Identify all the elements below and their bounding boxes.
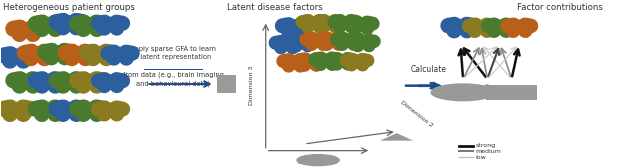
Circle shape [84,17,97,21]
Circle shape [321,54,332,57]
Text: from data (e.g., brain imaging
and behavioural data): from data (e.g., brain imaging and behav… [123,72,223,87]
Circle shape [454,20,467,23]
FancyBboxPatch shape [353,20,370,25]
Circle shape [31,47,44,50]
FancyBboxPatch shape [102,106,120,111]
FancyBboxPatch shape [337,19,354,24]
FancyBboxPatch shape [7,105,26,111]
FancyBboxPatch shape [355,38,372,43]
Text: medium: medium [476,149,502,154]
FancyBboxPatch shape [39,77,58,82]
FancyBboxPatch shape [49,49,68,54]
FancyBboxPatch shape [321,19,338,24]
Circle shape [42,17,55,21]
FancyBboxPatch shape [81,77,99,82]
Circle shape [105,75,116,78]
Circle shape [10,102,23,106]
Circle shape [328,34,338,37]
Circle shape [514,20,525,23]
FancyBboxPatch shape [17,25,36,31]
FancyBboxPatch shape [216,75,236,93]
Text: strong: strong [476,143,496,148]
FancyBboxPatch shape [102,20,120,25]
Circle shape [476,20,486,23]
FancyBboxPatch shape [492,23,509,28]
FancyBboxPatch shape [285,22,303,28]
FancyBboxPatch shape [305,19,322,24]
Text: Apply sparse GFA to learn
a latent representation: Apply sparse GFA to learn a latent repre… [130,46,216,60]
FancyBboxPatch shape [111,50,129,55]
FancyBboxPatch shape [339,36,356,41]
Circle shape [63,16,76,19]
FancyBboxPatch shape [90,49,109,55]
FancyBboxPatch shape [28,49,47,55]
Text: Dimension 3: Dimension 3 [249,66,254,105]
Circle shape [289,56,300,58]
FancyBboxPatch shape [324,36,341,41]
Text: low: low [476,155,486,160]
FancyBboxPatch shape [349,57,365,62]
Text: Dimension 1: Dimension 1 [298,160,338,165]
Circle shape [352,55,362,58]
FancyBboxPatch shape [102,77,120,82]
Circle shape [305,55,316,58]
Circle shape [297,36,307,39]
Circle shape [84,74,97,77]
FancyBboxPatch shape [472,23,490,28]
Text: Calculate: Calculate [411,65,447,74]
FancyBboxPatch shape [318,56,335,61]
Circle shape [84,102,97,106]
Circle shape [337,54,348,57]
FancyBboxPatch shape [294,38,310,43]
FancyBboxPatch shape [81,20,99,26]
Circle shape [105,17,116,20]
FancyBboxPatch shape [60,105,79,111]
Circle shape [72,47,85,50]
FancyBboxPatch shape [302,57,319,62]
Circle shape [42,102,55,106]
FancyBboxPatch shape [60,18,79,24]
Circle shape [356,18,367,21]
Circle shape [431,84,495,101]
FancyBboxPatch shape [486,85,537,100]
Circle shape [20,74,33,77]
FancyBboxPatch shape [17,77,36,82]
Circle shape [495,20,506,23]
Circle shape [312,34,323,37]
FancyBboxPatch shape [511,23,528,28]
Circle shape [10,49,23,52]
FancyBboxPatch shape [278,40,296,45]
Circle shape [340,17,351,19]
Circle shape [93,47,106,50]
FancyBboxPatch shape [334,57,351,61]
Circle shape [342,34,353,37]
Text: Dimension 2: Dimension 2 [400,100,434,128]
Circle shape [115,47,126,50]
Circle shape [63,102,76,106]
Circle shape [42,74,55,77]
FancyBboxPatch shape [81,105,99,111]
Circle shape [297,155,339,166]
FancyBboxPatch shape [7,52,26,57]
FancyBboxPatch shape [39,105,58,111]
Text: Latent disease factors: Latent disease factors [227,3,323,12]
Circle shape [324,17,335,19]
FancyBboxPatch shape [309,36,326,41]
Circle shape [289,20,300,23]
Circle shape [20,23,33,26]
Text: Factor contributions: Factor contributions [516,3,602,12]
Circle shape [358,36,369,39]
FancyBboxPatch shape [60,77,79,82]
FancyBboxPatch shape [286,58,303,63]
Circle shape [282,37,292,40]
Circle shape [63,74,76,77]
FancyBboxPatch shape [451,22,470,27]
Circle shape [52,46,65,49]
FancyBboxPatch shape [69,49,88,55]
Text: Heterogeneous patient groups: Heterogeneous patient groups [3,3,134,12]
Circle shape [308,17,319,19]
Circle shape [105,103,116,106]
FancyBboxPatch shape [39,20,58,26]
